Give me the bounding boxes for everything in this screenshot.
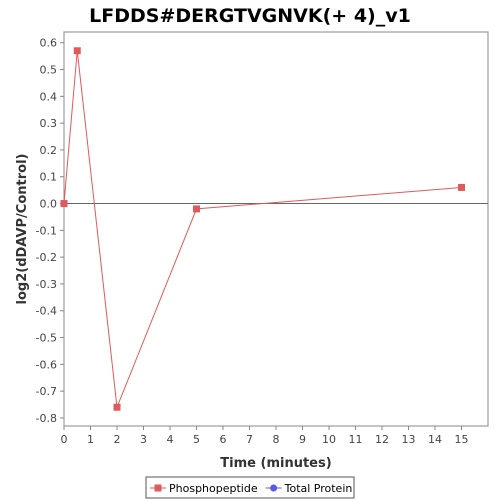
x-tick-label: 12 xyxy=(375,433,389,446)
y-axis: 0.6 0.5 0.4 0.3 0.2 0.1 0.0 -0.1 -0.2 -0.3 -0.4 -0.… xyxy=(36,37,64,425)
x-axis-label: Time (minutes) xyxy=(220,456,331,471)
legend-marker xyxy=(154,484,162,492)
x-tick-label: 9 xyxy=(299,433,306,446)
x-tick-label: 4 xyxy=(167,433,174,446)
x-tick-label: 3 xyxy=(140,433,147,446)
legend-label: Phosphopeptide xyxy=(169,482,258,495)
x-tick-label: 1 xyxy=(87,433,94,446)
x-tick-label: 13 xyxy=(402,433,416,446)
series-group xyxy=(60,47,465,411)
y-tick-label: -0.7 xyxy=(36,385,57,398)
x-tick-label: 2 xyxy=(114,433,121,446)
y-tick-label: -0.8 xyxy=(36,412,57,425)
y-tick-label: -0.5 xyxy=(36,332,57,345)
legend-label: Total Protein xyxy=(284,482,353,495)
y-tick-label: 0.6 xyxy=(40,37,58,50)
y-tick-label: -0.4 xyxy=(36,305,57,318)
y-tick-label: 0.2 xyxy=(40,144,58,157)
x-tick-label: 5 xyxy=(193,433,200,446)
plot-area xyxy=(63,31,489,427)
chart-title: LFDDS#DERGTVGNVK(+ 4)_v1 xyxy=(89,5,411,27)
data-point xyxy=(193,205,200,213)
x-tick-label: 11 xyxy=(349,433,363,446)
legend: Phosphopeptide Total Protein xyxy=(145,476,355,499)
x-tick-label: 15 xyxy=(455,433,469,446)
y-tick-label: 0.0 xyxy=(40,198,58,211)
y-tick-label: -0.3 xyxy=(36,278,57,291)
x-tick-label: 6 xyxy=(220,433,227,446)
y-tick-label: -0.6 xyxy=(36,358,57,371)
y-tick-label: 0.1 xyxy=(40,171,58,184)
x-tick-label: 10 xyxy=(322,433,336,446)
x-axis: 0 1 2 3 4 5 6 7 8 9 10 11 12 13 14 15 xyxy=(61,426,469,446)
x-tick-label: 14 xyxy=(428,433,442,446)
data-point xyxy=(113,403,121,411)
y-tick-label: 0.4 xyxy=(40,90,58,103)
x-tick-label: 7 xyxy=(246,433,253,446)
data-point xyxy=(458,183,465,191)
y-tick-label: 0.5 xyxy=(40,64,58,77)
legend-box xyxy=(145,476,355,499)
y-tick-label: -0.2 xyxy=(36,251,57,264)
data-point xyxy=(73,47,81,55)
y-axis-label: log2(dDAVP/Control) xyxy=(15,154,30,305)
legend-marker xyxy=(270,484,278,492)
x-tick-label: 8 xyxy=(273,433,280,446)
x-tick-label: 0 xyxy=(61,433,68,446)
y-tick-label: -0.1 xyxy=(36,224,57,237)
data-point xyxy=(60,200,68,208)
y-tick-label: 0.3 xyxy=(40,117,58,130)
